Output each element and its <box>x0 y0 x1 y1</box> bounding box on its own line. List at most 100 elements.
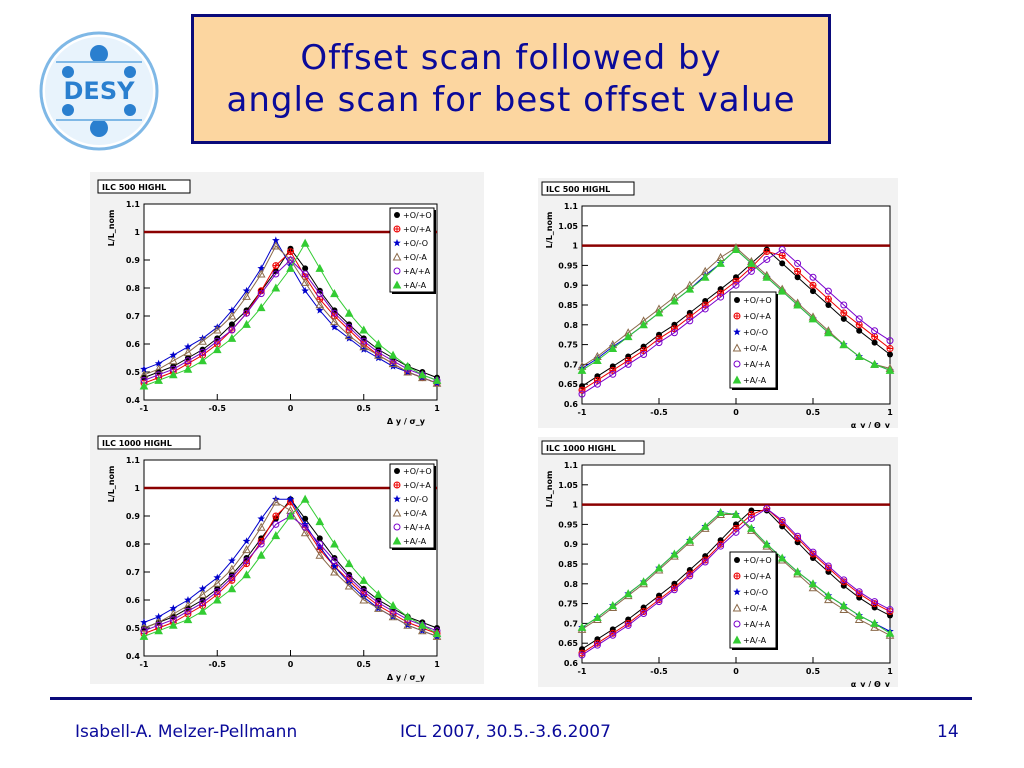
data-point <box>140 365 148 373</box>
data-point <box>359 345 368 353</box>
data-point <box>809 281 817 289</box>
data-point <box>885 365 895 374</box>
data-point <box>609 631 617 639</box>
series-+A/-A <box>139 238 442 390</box>
legend: +O/+O +O/+A +O/-O +O/-A +A/+A +A/-A <box>729 551 778 650</box>
data-point <box>256 550 266 559</box>
data-point <box>302 265 309 272</box>
y-tick-label: 1.05 <box>558 481 578 490</box>
data-point <box>655 339 663 347</box>
data-point <box>701 558 709 566</box>
data-point <box>840 315 847 322</box>
x-tick-label: 0 <box>288 660 294 669</box>
data-point <box>418 370 427 379</box>
data-point <box>344 308 354 317</box>
data-point <box>228 574 236 582</box>
legend-marker <box>393 267 401 275</box>
data-point <box>256 269 266 278</box>
series-line <box>581 248 891 395</box>
x-tick-label: 0 <box>288 404 294 413</box>
y-tick-label: 0.9 <box>126 256 141 265</box>
data-point <box>272 520 280 528</box>
panel-label-box <box>541 440 645 455</box>
data-point <box>608 601 618 610</box>
data-point <box>198 356 207 365</box>
x-tick-label: -1 <box>578 667 587 676</box>
legend-label: +A/+A <box>743 620 771 629</box>
y-tick-label: 0.95 <box>558 520 578 529</box>
series-+O/-A <box>139 497 442 640</box>
data-point <box>578 390 586 398</box>
legend-marker <box>394 212 400 218</box>
chart-ilc500-offset: ILC 500 HIGHL 0.4 0.5 0.6 0.7 0.8 0.9 1 1.1 -1 -0.… <box>94 176 444 426</box>
data-point <box>330 289 339 298</box>
data-point <box>747 258 756 267</box>
data-point <box>886 606 894 614</box>
x-tick-label: -1 <box>140 404 149 413</box>
data-point <box>300 494 310 503</box>
legend-marker <box>392 280 402 289</box>
data-point <box>243 309 251 317</box>
y-tick-label: 0.75 <box>558 341 578 350</box>
y-tick-label: 1.1 <box>564 202 579 211</box>
data-point <box>793 300 802 309</box>
data-point <box>871 339 878 346</box>
data-point <box>242 537 251 545</box>
data-point <box>359 595 369 604</box>
x-tick-label: 1 <box>887 667 893 676</box>
data-point <box>272 236 280 244</box>
data-point <box>794 532 802 540</box>
panel-label: ILC 500 HIGHL <box>546 185 610 194</box>
legend-marker <box>393 481 401 489</box>
data-point <box>286 263 295 272</box>
data-point <box>870 622 879 631</box>
y-tick-label: 0.65 <box>558 380 578 389</box>
data-point <box>228 326 236 334</box>
data-point <box>854 614 864 623</box>
data-point <box>808 579 818 588</box>
data-point <box>330 539 339 548</box>
data-point <box>855 321 863 329</box>
data-point <box>871 333 879 341</box>
data-point <box>717 293 725 301</box>
data-point <box>330 317 339 326</box>
data-point <box>257 514 265 522</box>
y-tick-label: 0.5 <box>126 368 141 377</box>
data-point <box>871 327 879 335</box>
y-tick-label: 0.65 <box>558 639 578 648</box>
data-point <box>870 618 879 627</box>
data-point <box>168 356 178 365</box>
data-point <box>839 601 849 610</box>
y-axis-label: L/L_nom <box>107 466 116 503</box>
data-point <box>593 612 602 621</box>
y-tick-label: 0.7 <box>126 568 140 577</box>
data-point <box>624 621 632 629</box>
data-point <box>840 301 848 309</box>
panel-label-box <box>97 435 201 450</box>
data-point <box>228 306 236 314</box>
data-point <box>256 522 266 531</box>
data-point <box>794 267 802 275</box>
y-tick-label: 1.1 <box>564 461 579 470</box>
data-point <box>315 300 325 309</box>
data-point <box>169 351 178 359</box>
data-point <box>794 274 801 281</box>
data-point <box>139 381 149 390</box>
legend-box <box>729 291 777 389</box>
data-point <box>670 549 679 558</box>
legend-label: +O/+O <box>743 556 772 565</box>
data-point <box>577 365 587 374</box>
data-point <box>624 356 632 364</box>
data-point <box>227 311 237 320</box>
data-point <box>199 348 207 356</box>
data-point <box>315 550 325 559</box>
chart-ilc1000-offset: ILC 1000 HIGHL 0.4 0.5 0.6 0.7 0.8 0.9 1 1.1 -1 -0… <box>94 432 444 682</box>
data-point <box>854 351 864 360</box>
y-axis-label: L/L_nom <box>545 471 554 508</box>
data-point <box>301 270 309 278</box>
y-tick-label: 1 <box>572 242 578 251</box>
data-point <box>824 562 832 570</box>
legend-box <box>389 463 435 549</box>
footer-page-number: 14 <box>937 722 959 742</box>
x-tick-label: 0.5 <box>357 660 372 669</box>
